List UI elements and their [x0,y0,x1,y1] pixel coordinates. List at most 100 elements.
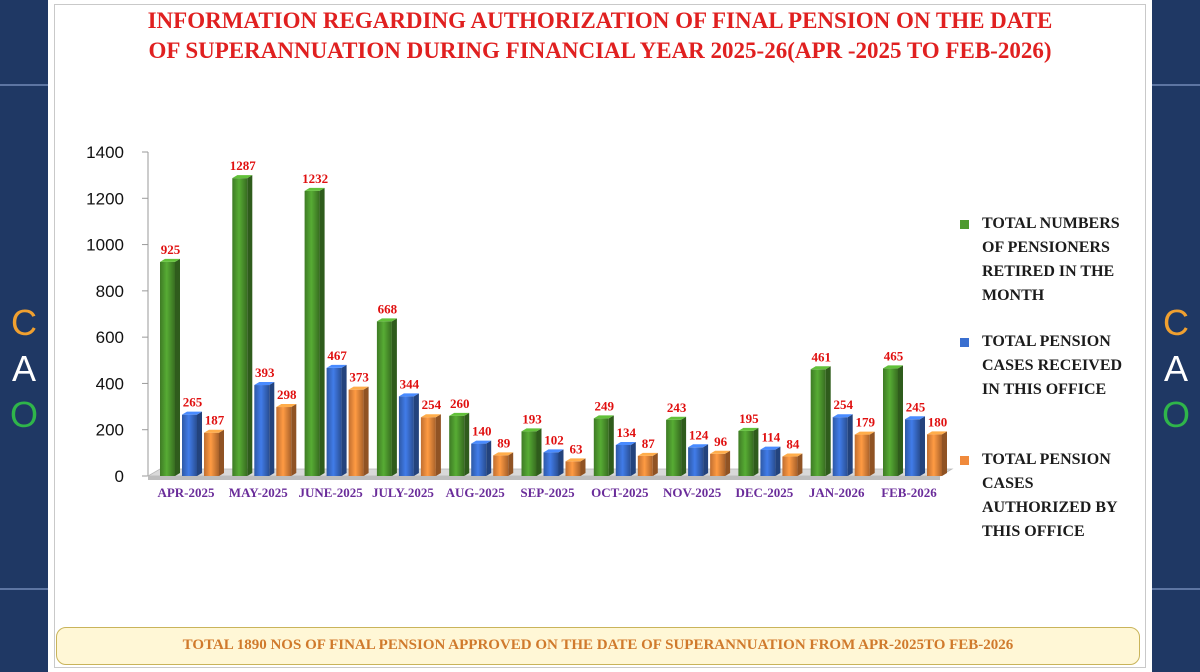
bar [593,418,609,476]
bar-side [920,416,925,476]
data-label: 84 [786,437,800,452]
bar-top [666,416,687,420]
y-tick-label: 1400 [86,143,124,162]
page-title: INFORMATION REGARDING AUTHORIZATION OF F… [60,6,1140,66]
bar-side [247,175,253,476]
bar-side [508,452,514,476]
bar [615,444,631,476]
bar-top [376,318,397,322]
y-tick-label: 200 [96,421,124,440]
bar [160,261,175,476]
legend-label-authorized: TOTAL PENSION CASES AUTHORIZED BY THIS O… [982,451,1117,540]
bar [471,443,487,476]
data-label: 465 [884,348,904,363]
data-label: 254 [422,397,442,412]
bar-top [883,365,903,369]
data-label: 124 [689,427,709,442]
bar [760,449,776,476]
bar-side [753,427,759,476]
bar-side [558,449,564,476]
bar-top [232,175,253,179]
data-label: 260 [450,396,470,411]
bar-top [493,452,514,456]
bar-side [269,382,275,476]
bar-side [630,441,636,476]
right-side-band: C A O [1152,0,1200,672]
bar [449,415,465,476]
x-tick-label: JUNE-2025 [298,485,363,500]
legend-label-retired: TOTAL NUMBERS OF PENSIONERS RETIRED IN T… [982,215,1120,304]
cao-letters-left: C A O [0,300,48,438]
bar-side [291,404,297,476]
data-label: 1232 [302,171,328,186]
data-label: 134 [617,425,637,440]
bar [254,385,270,476]
data-label: 96 [714,434,728,449]
bar-side [464,412,470,476]
band-divider [1152,84,1200,86]
data-label: 393 [255,365,275,380]
bar [905,419,920,476]
data-label: 63 [570,441,584,456]
bar-top [160,258,180,262]
bar-side [869,431,875,476]
bar-top [326,364,347,368]
bar [710,453,726,476]
x-tick-label: APR-2025 [157,485,215,500]
bar [543,452,559,476]
legend-marker-authorized [960,456,969,465]
bar-top [905,416,925,420]
letter-a: A [11,348,36,389]
data-label: 87 [642,436,656,451]
letter-a: A [1163,348,1188,389]
bar [304,190,320,476]
data-label: 245 [906,399,926,414]
data-label: 265 [183,395,203,410]
bar-top [637,452,658,456]
bar [326,367,342,476]
bar-top [543,449,564,453]
bar [182,414,197,476]
bar-side [363,386,369,476]
bar-side [797,453,803,476]
x-tick-label: DEC-2025 [736,485,794,500]
bar-top [854,431,875,435]
bar [782,456,798,476]
legend-marker-retired [960,220,969,229]
bar-side [825,366,831,476]
x-tick-label: JAN-2026 [809,485,865,500]
bar [232,178,248,476]
band-divider [1152,588,1200,590]
data-label: 344 [400,376,420,391]
band-divider [0,588,48,590]
data-label: 254 [833,397,853,412]
letter-c: C [1163,302,1189,343]
data-label: 1287 [230,158,256,173]
bar-side [319,187,325,476]
bar-top [810,366,831,370]
bar [637,455,653,476]
left-side-band: C A O [0,0,48,672]
y-tick-label: 600 [96,328,124,347]
bar-side [942,431,947,476]
y-tick-label: 1000 [86,236,124,255]
bar [521,431,537,476]
bar-top [738,427,759,431]
bar [398,396,414,476]
bar [493,455,509,476]
bar [666,419,682,476]
data-label: 668 [378,301,398,316]
bar-side [341,364,347,476]
bar-top [398,393,419,397]
data-label: 461 [811,349,831,364]
bar-side [413,393,419,476]
bar [688,447,704,476]
letter-o: O [9,394,38,435]
bar-side [536,428,542,476]
bar-side [486,440,492,476]
x-tick-label: SEP-2025 [520,485,575,500]
x-tick-label: MAY-2025 [229,485,288,500]
bar-top [760,446,781,450]
bar [204,432,219,476]
